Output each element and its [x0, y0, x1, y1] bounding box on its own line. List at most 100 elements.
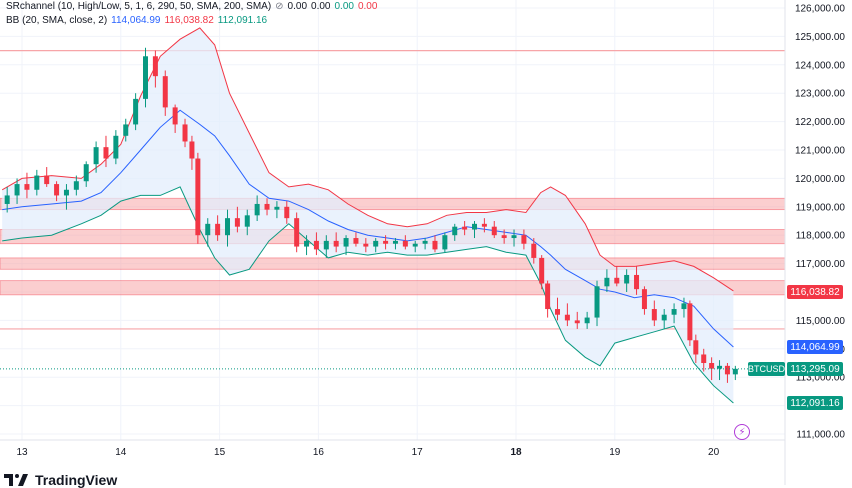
candle-body: [54, 184, 60, 196]
candle-body: [481, 223, 487, 227]
bb-lower-price-tag: 112,091.16: [787, 396, 843, 410]
candle-body: [614, 277, 620, 284]
sr-value-3: 0.00: [334, 1, 354, 12]
bb-upper-price-tag: 116,038.82: [787, 285, 843, 299]
y-tick-label: 121,000.00: [795, 146, 845, 157]
candle-body: [521, 235, 527, 244]
x-tick-label: 18: [510, 447, 522, 458]
candle-body: [701, 354, 707, 363]
candle-body: [113, 135, 119, 159]
candle-body: [304, 240, 310, 247]
candle-body: [323, 240, 329, 250]
candle-body: [554, 309, 560, 315]
candle-body: [189, 141, 195, 159]
candle-body: [462, 226, 468, 230]
srchannel-legend[interactable]: SRchannel (10, High/Low, 5, 1, 6, 290, 5…: [6, 1, 377, 12]
candle-body: [63, 189, 69, 196]
tradingview-logo-icon: [4, 474, 28, 486]
y-tick-label: 117,000.00: [796, 259, 846, 270]
candle-body: [531, 243, 537, 258]
y-tick-label: 124,000.00: [795, 60, 845, 71]
candle-body: [373, 240, 379, 247]
candle-body: [687, 303, 693, 341]
brand-name: TradingView: [35, 472, 118, 488]
y-tick-label: 113,000.00: [796, 373, 846, 384]
candle-body: [412, 243, 418, 247]
candle-body: [205, 223, 211, 236]
lightning-icon[interactable]: ⚡: [734, 424, 750, 440]
candle-body: [182, 124, 188, 142]
bb-upper-value: 116,038.82: [164, 15, 214, 26]
bb-basis-value: 114,064.99: [111, 15, 161, 26]
candle-body: [143, 56, 148, 99]
candle-body: [195, 158, 201, 236]
candle-body: [4, 195, 10, 204]
y-tick-label: 125,000.00: [795, 32, 845, 43]
candle-body: [274, 206, 280, 210]
x-tick-label: 14: [115, 447, 127, 458]
tradingview-logo[interactable]: TradingView: [4, 472, 117, 488]
candle-body: [313, 240, 319, 250]
candle-body: [83, 164, 89, 182]
x-tick-label: 13: [16, 447, 28, 458]
candle-body: [724, 365, 730, 375]
candle-body: [264, 203, 270, 210]
candle-body: [225, 218, 231, 236]
candle-body: [44, 175, 50, 185]
candle-body: [442, 235, 448, 250]
candle-body: [383, 240, 389, 244]
candle-body: [215, 223, 221, 236]
eye-icon[interactable]: ⊘: [275, 1, 284, 12]
candle-body: [333, 240, 339, 247]
candle-body: [284, 206, 290, 219]
y-tick-label: 111,000.00: [796, 430, 845, 441]
candle-body: [681, 303, 687, 310]
y-tick-label: 123,000.00: [795, 89, 845, 100]
candle-body: [14, 184, 20, 196]
candle-body: [343, 238, 349, 247]
candle-body: [539, 257, 545, 284]
candle-body: [152, 56, 158, 77]
sr-value-4: 0.00: [357, 1, 378, 12]
candle-body: [254, 203, 260, 216]
candle-body: [472, 223, 478, 230]
candle-body: [73, 181, 79, 190]
candle-body: [661, 314, 667, 321]
candle-body: [24, 184, 30, 190]
x-tick-label: 17: [412, 447, 424, 458]
candle-body: [511, 235, 517, 239]
candle-body: [93, 147, 99, 165]
candle-body: [133, 98, 139, 125]
candle-body: [671, 309, 677, 315]
x-tick-label: 16: [313, 447, 325, 458]
candle-body: [651, 309, 657, 321]
y-tick-label: 126,000.00: [795, 4, 845, 15]
candle-body: [693, 340, 699, 355]
sr-value-1: 0.00: [287, 1, 308, 12]
candle-body: [709, 363, 715, 369]
sr-value-2: 0.00: [311, 1, 331, 12]
candle-body: [641, 289, 647, 310]
y-tick-label: 119,000.00: [796, 202, 846, 213]
candle-body: [103, 147, 109, 159]
bb-basis-price-tag: 114,064.99: [787, 340, 843, 354]
candle-body: [545, 283, 551, 310]
candle-body: [452, 226, 458, 236]
candle-body: [422, 240, 428, 244]
candle-body: [491, 226, 497, 236]
candle-body: [363, 243, 369, 247]
candle-body: [564, 314, 570, 321]
candle-body: [717, 365, 723, 369]
y-tick-label: 115,000.00: [796, 316, 846, 327]
candle-body: [732, 368, 738, 375]
candle-body: [574, 320, 580, 324]
candle-body: [353, 238, 359, 244]
bb-basis-line: [2, 109, 734, 348]
x-tick-label: 15: [214, 447, 226, 458]
candle-body: [392, 240, 398, 244]
bb-legend[interactable]: BB (20, SMA, close, 2) 114,064.99 116,03…: [6, 15, 267, 26]
candle-body: [244, 215, 250, 227]
candle-body: [501, 235, 507, 239]
